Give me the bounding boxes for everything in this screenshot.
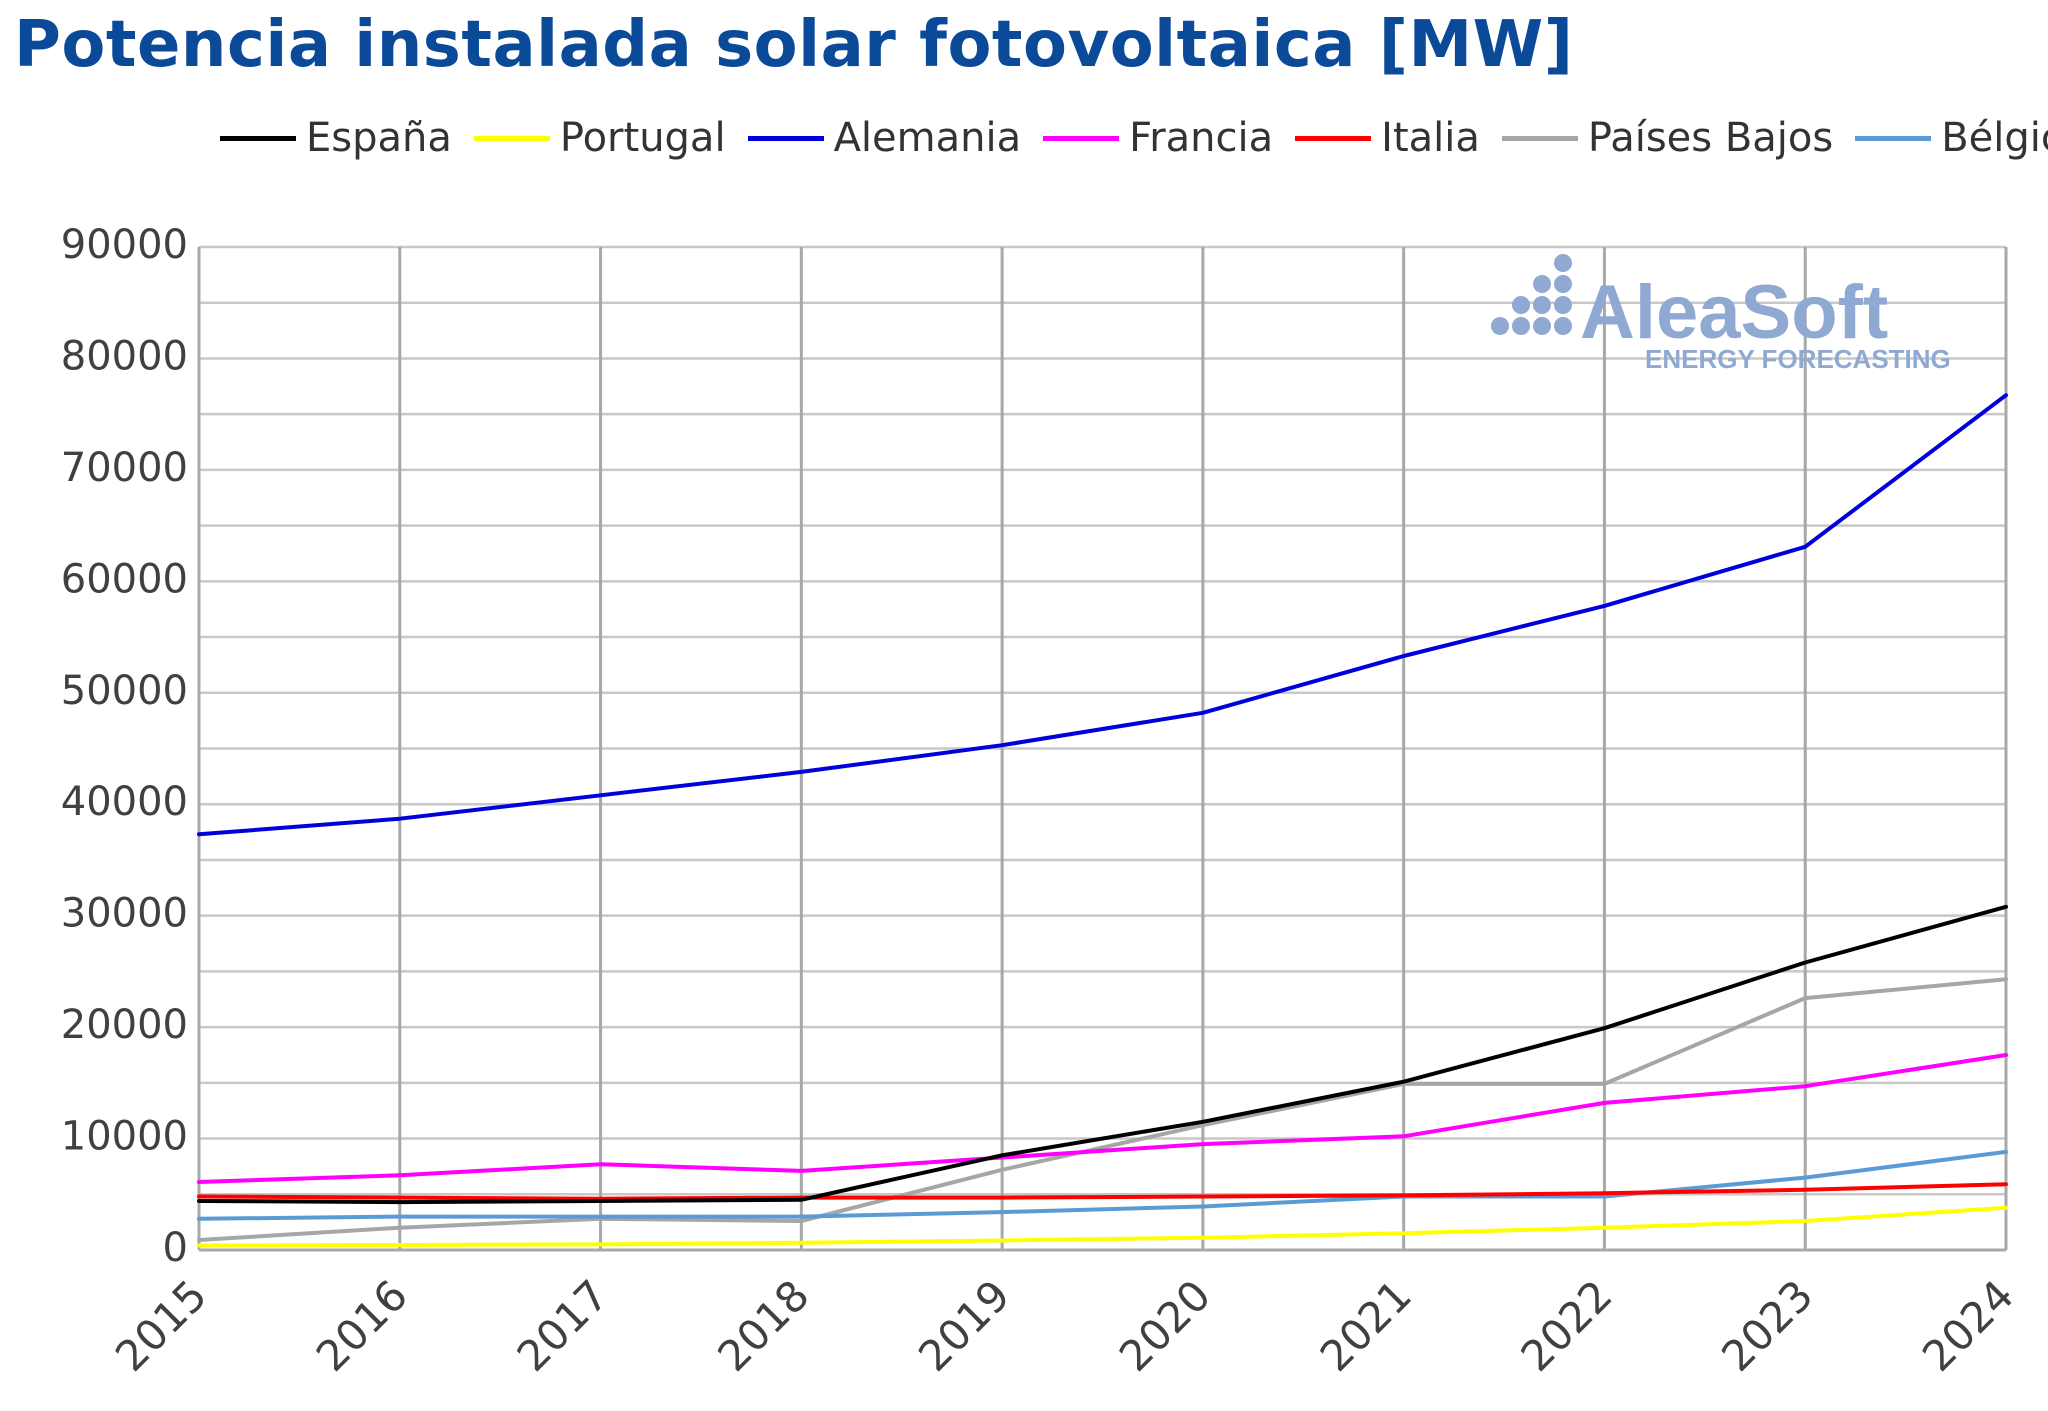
- legend-label: Bélgica: [1941, 115, 2048, 161]
- legend-swatch: [1501, 135, 1578, 141]
- y-tick-label: 40000: [61, 779, 188, 825]
- grid: [197, 245, 2008, 1250]
- x-tick-label: 2021: [1311, 1271, 1421, 1381]
- legend-item: Alemania: [747, 115, 1022, 161]
- legend-item: Portugal: [473, 115, 726, 161]
- legend-item: Italia: [1295, 115, 1480, 161]
- y-tick-label: 20000: [61, 1002, 188, 1048]
- series-line: [197, 1053, 2008, 1184]
- y-tick-label: 30000: [61, 891, 188, 937]
- legend-item: España: [220, 115, 452, 161]
- legend-label: Francia: [1129, 115, 1274, 161]
- legend-swatch: [1855, 135, 1932, 141]
- x-tick-label: 2017: [508, 1271, 618, 1381]
- legend-label: Alemania: [833, 115, 1022, 161]
- legend-item: Países Bajos: [1501, 115, 1834, 161]
- legend: España Portugal Alemania Francia Italia Paíse…: [220, 108, 2048, 168]
- series: [197, 393, 2008, 1248]
- y-tick-label: 50000: [61, 668, 188, 714]
- legend-swatch: [1043, 135, 1120, 141]
- legend-item: Bélgica: [1855, 115, 2048, 161]
- aleasoft-watermark: AleaSoft ENERGY FORECASTING: [1491, 254, 1951, 374]
- watermark-brand: AleaSoft: [1580, 270, 1888, 355]
- x-tick-label: 2023: [1712, 1271, 1822, 1381]
- legend-swatch: [1295, 135, 1372, 141]
- y-tick-label: 90000: [61, 222, 188, 268]
- y-tick-label: 70000: [61, 445, 188, 491]
- y-tick-label: 80000: [61, 333, 188, 379]
- legend-label: Países Bajos: [1587, 115, 1834, 161]
- y-tick-label: 0: [163, 1225, 188, 1271]
- legend-label: España: [306, 115, 452, 161]
- y-tick-label: 60000: [61, 556, 188, 602]
- series-line: [197, 1149, 2008, 1221]
- aleasoft-dots-icon: [1491, 254, 1572, 335]
- legend-label: Italia: [1381, 115, 1480, 161]
- x-tick-label: 2022: [1511, 1271, 1621, 1381]
- chart-title: Potencia instalada solar fotovoltaica [M…: [14, 8, 1574, 82]
- legend-swatch: [473, 135, 550, 141]
- x-tick-label: 2016: [307, 1271, 417, 1381]
- watermark-tagline: ENERGY FORECASTING: [1645, 344, 1951, 374]
- x-tick-label: 2018: [708, 1271, 818, 1381]
- legend-label: Portugal: [559, 115, 726, 161]
- x-tick-label: 2020: [1110, 1271, 1220, 1381]
- x-tick-label: 2015: [106, 1271, 216, 1381]
- x-tick-label: 2024: [1913, 1271, 2023, 1381]
- x-tick-label: 2019: [909, 1271, 1019, 1381]
- legend-item: Francia: [1043, 115, 1273, 161]
- series-line: [197, 977, 2008, 1242]
- axes: 0 10000 20000 30000 40000 50000 60000 70000 8000…: [61, 222, 2023, 1381]
- legend-swatch: [747, 135, 824, 141]
- series-line: [197, 1205, 2008, 1248]
- series-line: [197, 904, 2008, 1205]
- legend-swatch: [220, 135, 296, 141]
- y-tick-label: 10000: [61, 1114, 188, 1160]
- series-line: [197, 393, 2008, 837]
- series-line: [197, 1182, 2008, 1201]
